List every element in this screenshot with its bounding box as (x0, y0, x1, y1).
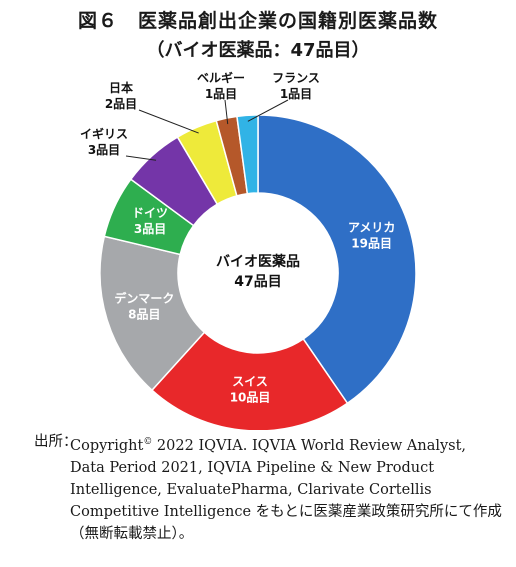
slice-label-name-2: デンマーク (114, 290, 174, 305)
slice-2 (99, 235, 206, 392)
slice-label-name-6: ベルギー (197, 70, 245, 85)
slice-label-name-4: イギリス (80, 126, 128, 141)
center-label-line1: バイオ医薬品 (216, 253, 300, 270)
source-text: 2022 IQVIA. IQVIA World Review Analyst, … (70, 437, 502, 542)
chart-subtitle: （バイオ医薬品：47品目） (146, 40, 370, 61)
slice-label-value-2: 8品目 (128, 307, 160, 321)
slice-label-name-3: ドイツ (132, 206, 168, 220)
leader-line-6 (224, 99, 229, 125)
slice-label-value-5: 2品目 (105, 97, 137, 111)
slice-label-value-1: 10品目 (230, 391, 271, 405)
slice-1 (150, 331, 349, 430)
center-label-line2: 47品目 (234, 274, 281, 290)
slice-label-value-7: 1品目 (280, 87, 312, 101)
slice-0 (257, 114, 417, 405)
slice-label-value-4: 3品目 (88, 143, 120, 157)
leader-line-5 (138, 109, 199, 134)
slice-label-name-1: スイス (232, 375, 268, 389)
slice-7 (236, 114, 259, 195)
slice-label-value-0: 19品目 (351, 237, 392, 251)
slice-label-value-3: 3品目 (134, 222, 166, 236)
source-note: 出所： Copyright© 2022 IQVIA. IQVIA World R… (34, 431, 504, 545)
source-copyright: Copyright (70, 437, 144, 454)
chart-title: 図６ 医薬品創出企業の国籍別医薬品数 (77, 10, 438, 32)
leader-line-4 (125, 155, 157, 161)
slice-label-value-6: 1品目 (205, 87, 237, 101)
slice-label-name-5: 日本 (109, 80, 133, 95)
slice-label-name-7: フランス (272, 71, 320, 85)
slice-label-name-0: アメリカ (348, 221, 395, 235)
leader-line-7 (247, 99, 289, 122)
source-prefix: 出所： (34, 434, 78, 450)
copyright-mark: © (143, 437, 153, 447)
